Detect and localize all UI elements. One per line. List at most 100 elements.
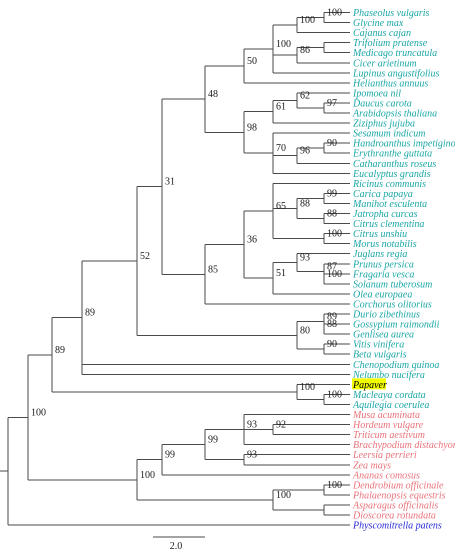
bootstrap-value: 31: [165, 177, 175, 188]
bootstrap-value: 100: [31, 407, 46, 418]
bootstrap-value: 85: [208, 264, 218, 275]
taxon-label: Juglans regia: [353, 249, 407, 260]
taxon-label: Glycine max: [353, 18, 404, 29]
taxon-label: Musa acuminata: [352, 410, 420, 421]
taxon-label: Morus notabilis: [352, 239, 417, 250]
bootstrap-value: 86: [300, 45, 310, 56]
taxon-label: Carica papaya: [353, 189, 413, 200]
taxon-label: Fragaria vesca: [352, 269, 414, 280]
taxon-label: Erythranthe guttata: [352, 149, 432, 160]
taxon-label: Arabidopsis thaliana: [352, 109, 437, 120]
bootstrap-value: 80: [300, 325, 310, 336]
taxon-label: Genlisea aurea: [353, 330, 414, 341]
bootstrap-value: 100: [276, 490, 291, 501]
taxon-label: Citrus unshiu: [353, 229, 407, 240]
bootstrap-value: 61: [276, 102, 286, 113]
bootstrap-value: 93: [300, 252, 310, 263]
taxon-label: Chenopodium quinoa: [353, 360, 439, 371]
taxon-label: Manihot esculenta: [352, 199, 427, 210]
bootstrap-value: 50: [247, 56, 257, 67]
taxon-label: Gossypium raimondii: [353, 320, 440, 331]
taxon-label: Aquilegia coerulea: [352, 400, 429, 411]
bootstrap-value: 100: [327, 8, 342, 19]
taxon-label: Daucus carota: [352, 98, 412, 109]
bootstrap-value: 99: [208, 435, 218, 446]
taxon-label: Ziziphus jujuba: [353, 119, 415, 130]
bootstrap-value: 70: [276, 143, 286, 154]
taxon-label: Ananas comosus: [352, 470, 420, 481]
taxon-label: Ipomoea nil: [352, 88, 401, 99]
bootstrap-value: 52: [140, 251, 150, 262]
bootstrap-value: 99: [165, 450, 175, 461]
taxon-label: Triticum aestivum: [353, 430, 425, 441]
taxon-label: Sesamum indicum: [353, 129, 426, 140]
bootstrap-value: 97: [327, 98, 337, 109]
query-highlight: [352, 378, 386, 390]
bootstrap-value: 100: [140, 470, 155, 481]
bootstrap-value: 98: [247, 122, 257, 133]
bootstrap-value: 96: [300, 146, 310, 157]
bootstrap-value: 100: [327, 269, 342, 280]
bootstrap-value: 87: [327, 261, 337, 272]
taxon-label: Catharanthus roseus: [353, 159, 436, 170]
bootstrap-value: 88: [300, 198, 310, 209]
bootstrap-value: 89: [327, 312, 337, 323]
taxon-label: Handroanthus impetiginosus: [352, 139, 455, 150]
taxon-label: Hordeum vulgare: [352, 420, 424, 431]
bootstrap-value: 62: [300, 90, 310, 101]
taxon-label: Prunus persica: [352, 259, 414, 270]
bootstrap-value: 100: [300, 382, 315, 393]
bootstrap-value: 93: [247, 450, 257, 461]
bootstrap-labels: 100 100 86 100 50 97 62 61 90 96 70 98 48 99 88 88 100 65…: [31, 8, 342, 501]
taxon-label: Macleaya cordata: [352, 390, 426, 401]
bootstrap-value: 100: [300, 15, 315, 26]
taxon-label: Physcomitrella patens: [352, 521, 442, 532]
taxon-label: Brachypodium distachyon: [353, 440, 455, 451]
bootstrap-value: 100: [327, 389, 342, 400]
scale-bar-label: 2.0: [170, 541, 183, 550]
taxon-label: Zea mays: [353, 460, 391, 471]
taxon-label: Ricinus communis: [352, 179, 426, 190]
taxon-label: Corchorus olitorius: [353, 299, 432, 310]
taxon-label: Olea europaea: [353, 289, 412, 300]
bootstrap-value: 99: [327, 188, 337, 199]
taxon-label: Medicago truncatula: [352, 48, 437, 59]
taxon-label: Lupinus angustifolius: [352, 68, 440, 79]
scale-bar: 2.0: [153, 536, 205, 550]
bootstrap-value: 90: [327, 138, 337, 149]
taxon-label: Jatropha curcas: [353, 209, 418, 220]
taxon-label: Phaseolus vulgaris: [352, 8, 429, 19]
bootstrap-value: 89: [55, 345, 65, 356]
taxon-label: Phalaenopsis equestris: [352, 490, 446, 501]
tree-branches: [0, 12, 350, 526]
bootstrap-value: 48: [208, 89, 218, 100]
bootstrap-value: 36: [247, 235, 257, 246]
bootstrap-value: 88: [327, 319, 337, 330]
bootstrap-value: 93: [247, 420, 257, 431]
taxon-label: Asparagus officinalis: [352, 500, 438, 511]
bootstrap-value: 100: [276, 39, 291, 50]
taxon-label: Solanum tuberosum: [353, 279, 432, 290]
taxon-label: Papaver: [352, 380, 387, 391]
bootstrap-value: 100: [327, 229, 342, 240]
bootstrap-value: 92: [276, 420, 286, 431]
taxon-label: Dioscorea rotundata: [352, 511, 436, 522]
bootstrap-value: 90: [327, 339, 337, 350]
taxon-label: Dendrobium officinale: [352, 480, 444, 491]
taxon-label: Durio zibethinus: [352, 310, 420, 321]
taxon-label: Eucalyptus grandis: [352, 169, 431, 180]
bootstrap-value: 100: [327, 480, 342, 491]
bootstrap-value: 65: [276, 201, 286, 212]
taxon-label: Vitis vinifera: [353, 340, 404, 351]
taxon-label: Cajanus cajan: [353, 28, 411, 39]
bootstrap-value: 88: [327, 209, 337, 220]
taxon-label: Leersia perrieri: [352, 450, 417, 461]
taxon-label: Nelumbo nucifera: [352, 370, 425, 381]
bootstrap-value: 89: [85, 308, 95, 319]
bootstrap-value: 51: [276, 268, 286, 279]
taxon-label: Citrus clementina: [353, 219, 424, 230]
taxon-label: Cicer arietinum: [353, 58, 417, 69]
taxon-label: Beta vulgaris: [353, 350, 407, 361]
